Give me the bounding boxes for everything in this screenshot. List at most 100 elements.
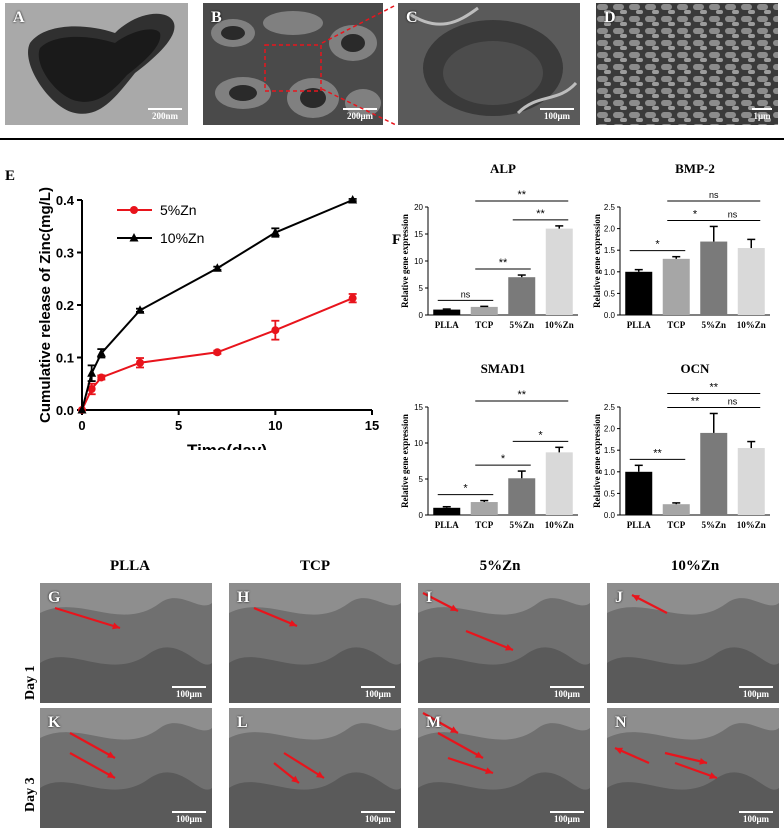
significance-label: * bbox=[501, 453, 506, 465]
scale-bar-m: 100μm bbox=[550, 811, 584, 824]
y-tick-label: 0 bbox=[419, 311, 424, 320]
x-category-label: PLLA bbox=[627, 320, 652, 330]
cell-arrow-icon bbox=[465, 629, 514, 652]
surface-texture bbox=[229, 708, 401, 740]
cell-arrow-icon bbox=[69, 752, 116, 779]
surface-texture bbox=[418, 772, 590, 828]
cell-surface-image bbox=[40, 708, 212, 828]
bar-5zn bbox=[508, 478, 536, 515]
significance-label: ** bbox=[653, 447, 662, 459]
cell-arrow-head bbox=[107, 771, 115, 778]
x-category-label: 10%Zn bbox=[545, 520, 574, 530]
significance-label: ** bbox=[517, 189, 526, 201]
x-category-label: PLLA bbox=[435, 320, 460, 330]
x-category-label: 5%Zn bbox=[509, 520, 534, 530]
scale-bar-g: 100μm bbox=[172, 686, 206, 699]
sem-panel-d: D 1μm bbox=[596, 3, 778, 125]
y-axis-title: Relative gene expression bbox=[592, 214, 602, 308]
legend-label: 10%Zn bbox=[160, 230, 204, 246]
y-tick-label: 10 bbox=[414, 257, 423, 266]
scale-bar-i: 100μm bbox=[550, 686, 584, 699]
panel-letter-i: I bbox=[426, 589, 433, 606]
data-point-10zn bbox=[135, 305, 145, 314]
x-category-label: 10%Zn bbox=[545, 320, 574, 330]
bar-10zn bbox=[737, 248, 765, 315]
data-point-10zn bbox=[87, 368, 97, 377]
x-category-label: TCP bbox=[475, 520, 494, 530]
scale-bar-l: 100μm bbox=[361, 811, 395, 824]
bar-tcp bbox=[662, 504, 690, 515]
data-point-5zn bbox=[97, 373, 106, 382]
cell-surface-image bbox=[229, 708, 401, 828]
panel-letter-m: M bbox=[426, 714, 442, 731]
panel-letter-a: A bbox=[13, 9, 25, 26]
column-header-plla: PLLA bbox=[109, 558, 150, 574]
bar-10zn bbox=[737, 448, 765, 515]
cell-arrow-head bbox=[632, 595, 640, 602]
bar-tcp bbox=[470, 502, 498, 515]
cell-arrow-icon bbox=[253, 606, 298, 628]
data-point-5zn bbox=[213, 348, 222, 357]
bar-5zn bbox=[700, 241, 728, 315]
x-category-label: TCP bbox=[667, 520, 686, 530]
significance-label: * bbox=[538, 429, 543, 441]
cell-arrow-head bbox=[316, 771, 324, 778]
surface-texture bbox=[607, 583, 779, 615]
y-tick-label: 0.1 bbox=[56, 351, 74, 366]
cell-surface-image bbox=[607, 708, 779, 828]
cell-sem-panel-g: G 100μm bbox=[40, 583, 212, 703]
y-tick-label: 15 bbox=[414, 403, 423, 412]
cell-arrow-icon bbox=[283, 752, 325, 779]
x-tick-label: 15 bbox=[365, 418, 379, 433]
x-category-label: 10%Zn bbox=[737, 520, 766, 530]
significance-label: ** bbox=[517, 389, 526, 401]
scale-bar-b: 200μm bbox=[343, 108, 377, 121]
cell-arrow-head bbox=[485, 767, 493, 775]
cell-surface-image bbox=[40, 583, 212, 703]
panel-letter-j: J bbox=[615, 589, 623, 606]
data-point-5zn bbox=[136, 358, 144, 367]
pore-closeup-image bbox=[407, 6, 578, 116]
bar-tcp bbox=[662, 258, 690, 315]
x-category-label: PLLA bbox=[435, 520, 460, 530]
y-axis-title: Relative gene expression bbox=[592, 414, 602, 508]
y-axis-title: Relative gene expression bbox=[400, 414, 410, 508]
data-point-10zn bbox=[270, 227, 280, 237]
cell-sem-panel-n: N 100μm bbox=[607, 708, 779, 828]
smad1-bar-chart: SMAD1 0 5 10 15 Relative gene expression PLLA T… bbox=[400, 361, 578, 530]
row-header-day3: Day 3 bbox=[23, 777, 38, 812]
significance-label: ** bbox=[691, 395, 700, 407]
y-tick-label: 0.0 bbox=[604, 511, 616, 520]
data-point-10zn bbox=[212, 263, 222, 272]
panel-letter-n: N bbox=[615, 714, 627, 731]
bar-5zn bbox=[508, 277, 536, 315]
bar-5zn bbox=[700, 432, 728, 515]
cell-arrow-head bbox=[699, 757, 707, 765]
legend-label: 5%Zn bbox=[160, 202, 197, 218]
surface-texture bbox=[40, 772, 212, 828]
cell-arrow-head bbox=[709, 772, 717, 779]
cell-arrow-head bbox=[615, 747, 623, 755]
cell-arrow-head bbox=[289, 620, 297, 627]
y-tick-label: 0.5 bbox=[604, 489, 616, 498]
y-tick-label: 0.0 bbox=[604, 311, 616, 320]
y-tick-label: 20 bbox=[414, 203, 423, 212]
surface-texture bbox=[40, 647, 212, 703]
x-tick-label: 10 bbox=[268, 418, 282, 433]
section-divider bbox=[0, 138, 784, 140]
significance-label: * bbox=[463, 483, 468, 495]
cell-arrow-icon bbox=[437, 732, 484, 759]
data-point-10zn bbox=[96, 348, 106, 357]
cell-surface-image bbox=[229, 583, 401, 703]
y-tick-label: 0.3 bbox=[56, 246, 74, 261]
y-tick-label: 0.5 bbox=[604, 289, 616, 298]
significance-label: ** bbox=[709, 381, 718, 393]
panel-letter-f: F bbox=[392, 232, 402, 248]
cell-arrow-head bbox=[112, 622, 120, 630]
x-category-label: PLLA bbox=[627, 520, 652, 530]
surface-texture bbox=[418, 583, 590, 615]
bar-plla bbox=[433, 309, 461, 315]
panel-letter-l: L bbox=[237, 714, 248, 731]
surface-texture bbox=[607, 647, 779, 703]
